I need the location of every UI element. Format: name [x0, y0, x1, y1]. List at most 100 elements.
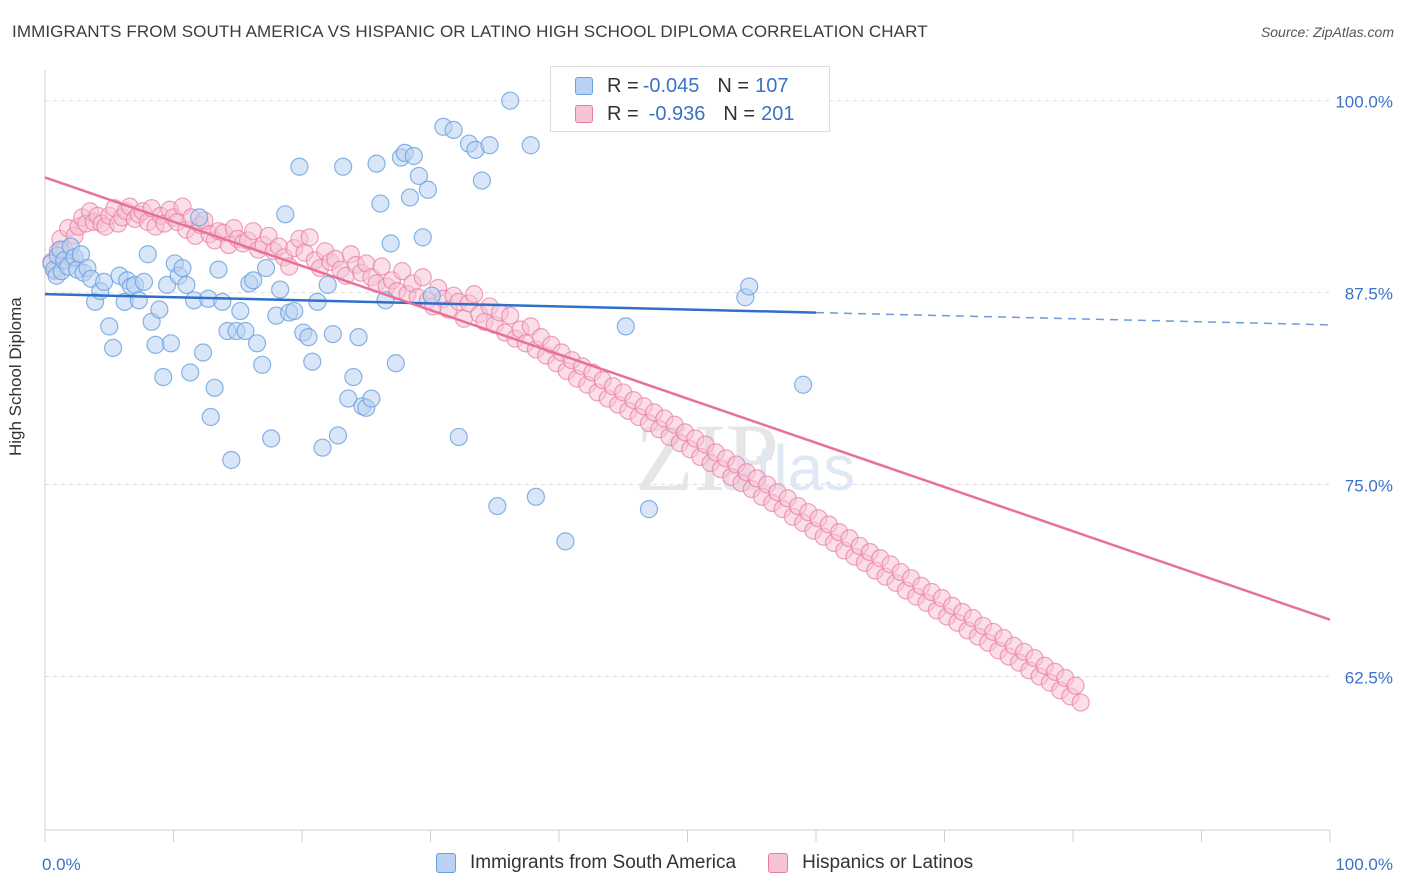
data-point-immigrants [134, 272, 154, 291]
legend-swatch-blue [575, 77, 593, 95]
data-point-immigrants [367, 154, 386, 173]
data-point-immigrants [150, 300, 169, 319]
data-point-immigrants [231, 301, 250, 321]
data-point-immigrants [404, 146, 423, 166]
y-tick-labels: 100.0% 87.5% 75.0% 62.5% [1335, 93, 1393, 688]
data-point-immigrants [313, 438, 332, 457]
data-point-immigrants [95, 272, 114, 291]
gridlines [45, 100, 1330, 677]
y-tick-label: 75.0% [1345, 477, 1393, 496]
data-point-immigrants [173, 258, 192, 278]
legend-n-value: 201 [761, 102, 795, 125]
data-point-immigrants [740, 277, 759, 296]
chart-title: IMMIGRANTS FROM SOUTH AMERICA VS HISPANI… [12, 22, 928, 41]
data-point-immigrants [276, 205, 295, 224]
x-tick-labels: 0.0% 100.0% [42, 855, 1393, 874]
data-point-immigrants [256, 258, 276, 278]
data-point-hispanics [1066, 676, 1085, 695]
data-point-immigrants [318, 275, 337, 295]
data-point-immigrants [488, 496, 507, 516]
data-point-hispanics [465, 285, 484, 304]
trend-lines [44, 176, 1331, 621]
data-point-immigrants [138, 245, 157, 264]
data-point-immigrants [146, 335, 165, 354]
data-point-immigrants [285, 301, 304, 321]
data-point-immigrants [323, 324, 342, 344]
data-point-immigrants [299, 328, 318, 347]
data-point-immigrants [209, 260, 228, 279]
data-point-immigrants [190, 208, 209, 227]
data-point-immigrants [303, 352, 322, 371]
legend-r-label: R = [607, 102, 639, 125]
data-point-immigrants [480, 136, 499, 155]
data-point-immigrants [526, 487, 545, 506]
y-axis-label-text: High School Diploma [6, 297, 25, 456]
data-point-immigrants [290, 157, 309, 176]
legend-swatch-pink [768, 853, 789, 873]
data-point-immigrants [334, 157, 353, 176]
legend-label-hispanics: Hispanics or Latinos [802, 852, 974, 873]
data-point-immigrants [521, 136, 540, 155]
data-point-immigrants [449, 427, 468, 447]
data-point-hispanics [1071, 693, 1090, 712]
data-point-immigrants [154, 367, 173, 387]
data-point-immigrants [339, 389, 358, 408]
legend-swatch-blue [436, 853, 456, 873]
data-point-immigrants [794, 375, 813, 394]
data-point-immigrants [413, 228, 432, 247]
data-point-immigrants [177, 275, 196, 295]
data-point-immigrants [247, 334, 267, 353]
data-point-hispanics [372, 257, 391, 276]
source-label: Source: ZipAtlas.com [1260, 24, 1394, 40]
legend-row-immigrants: R = -0.045 N = 107 [575, 73, 788, 99]
data-point-hispanics [413, 268, 432, 287]
data-point-immigrants [181, 363, 200, 382]
correlation-legend: R = -0.045 N = 107 R = -0.936 N = 201 [550, 66, 830, 132]
data-point-immigrants [244, 271, 263, 290]
data-point-immigrants [371, 194, 390, 213]
data-point-immigrants [253, 355, 272, 374]
series-immigrants-points [42, 91, 813, 551]
legend-item-hispanics: Hispanics or Latinos [768, 852, 973, 874]
data-point-immigrants [193, 343, 213, 362]
series-legend: Immigrants from South America Hispanics … [436, 852, 1005, 874]
trend-line-immigrants-extension [815, 311, 1331, 326]
data-point-immigrants [104, 338, 123, 357]
y-tick-label: 100.0% [1335, 93, 1393, 112]
data-point-immigrants [328, 426, 348, 445]
data-point-immigrants [472, 171, 491, 190]
legend-item-immigrants: Immigrants from South America [436, 852, 736, 874]
data-point-immigrants [236, 321, 255, 341]
data-point-immigrants [100, 317, 119, 336]
data-point-immigrants [362, 389, 381, 408]
data-point-immigrants [616, 317, 635, 336]
data-point-immigrants [262, 429, 281, 448]
legend-r-value: -0.936 [648, 102, 706, 125]
trend-line-hispanics [44, 176, 1331, 621]
data-point-immigrants [381, 234, 400, 253]
data-point-immigrants [501, 91, 520, 110]
data-point-immigrants [349, 328, 368, 347]
data-point-hispanics [501, 306, 520, 325]
data-point-immigrants [418, 180, 438, 199]
data-point-immigrants [213, 292, 232, 311]
data-point-immigrants [386, 354, 405, 373]
legend-n-value: 107 [755, 74, 789, 97]
x-tick-label: 0.0% [42, 855, 81, 874]
legend-swatch-pink [575, 105, 593, 123]
data-point-immigrants [271, 280, 290, 299]
axes [44, 70, 1331, 842]
data-point-immigrants [409, 166, 429, 186]
legend-n-label: N = [717, 74, 750, 97]
data-point-immigrants [400, 188, 420, 207]
y-tick-label: 62.5% [1345, 668, 1393, 687]
legend-label-immigrants: Immigrants from South America [470, 852, 737, 873]
data-point-immigrants [422, 286, 441, 305]
legend-n-label: N = [723, 102, 756, 125]
data-point-hispanics [393, 262, 412, 281]
data-point-hispanics [300, 228, 319, 247]
legend-r-value: -0.045 [642, 74, 700, 97]
data-point-immigrants [222, 450, 241, 470]
data-point-immigrants [161, 334, 181, 353]
